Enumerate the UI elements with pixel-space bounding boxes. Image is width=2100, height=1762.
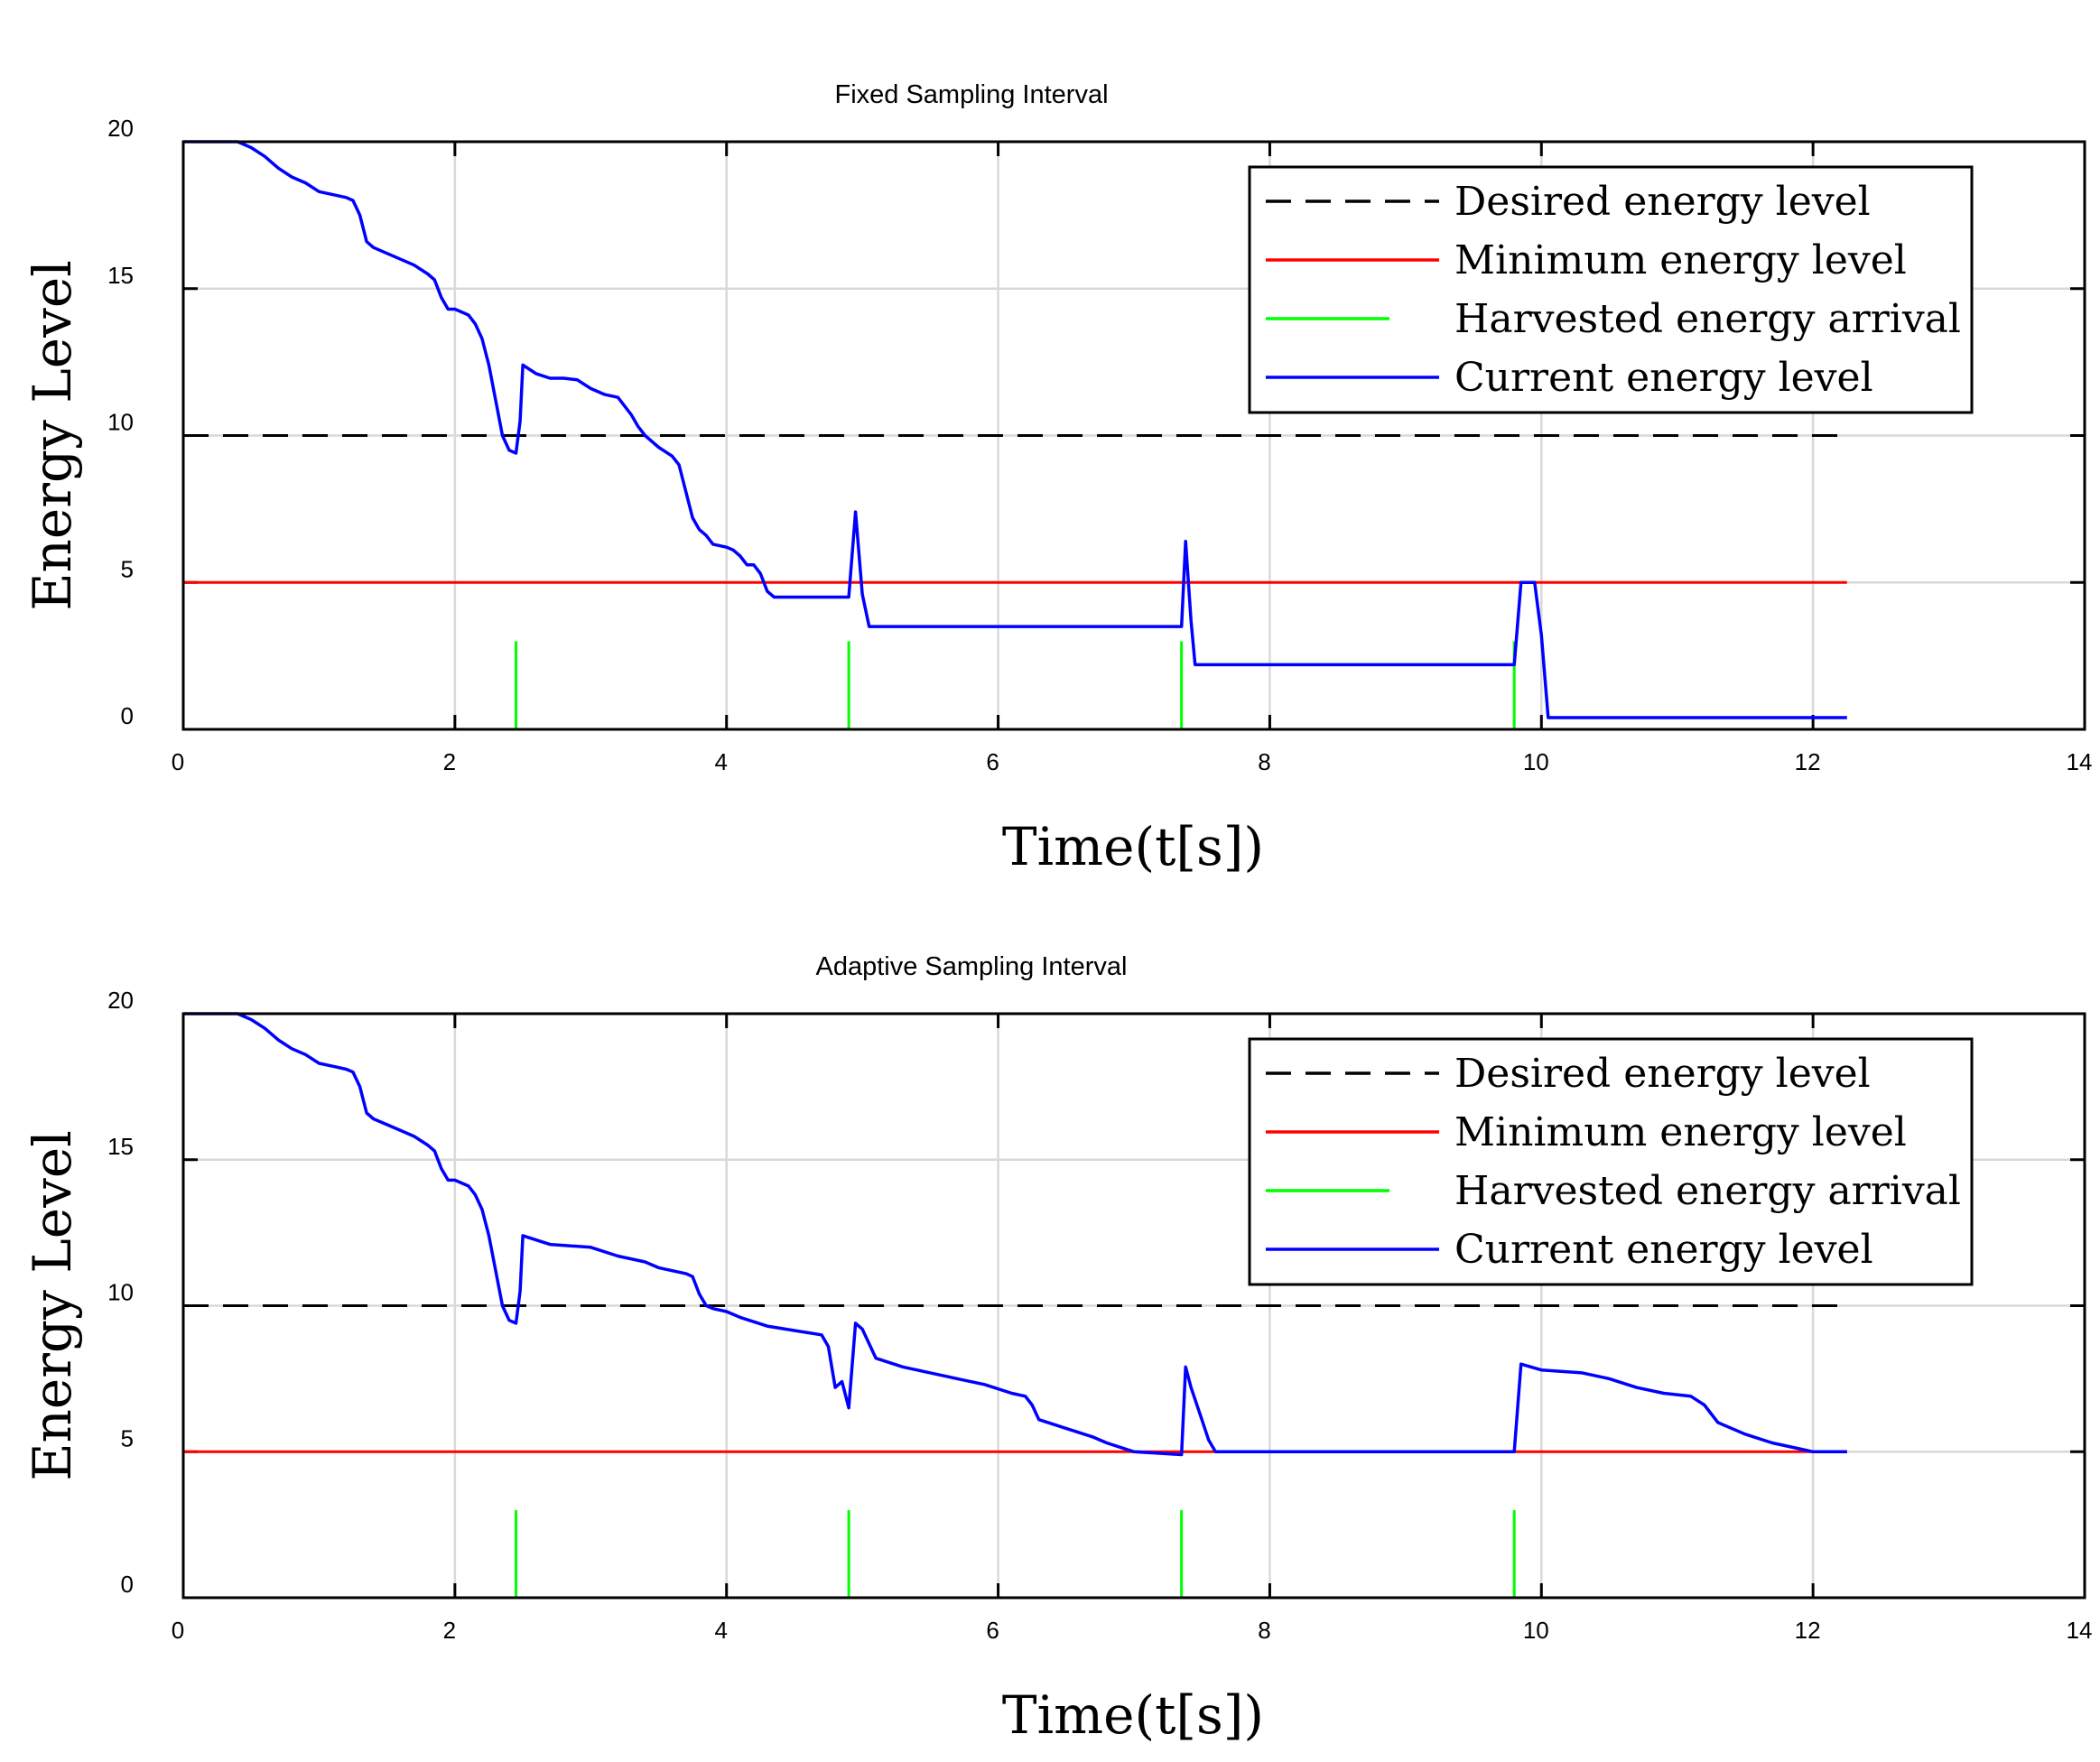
x-axis-label: Time(t[s])	[1002, 816, 1264, 877]
legend-label: Current energy level	[1454, 1227, 1873, 1273]
legend-label: Desired energy level	[1454, 179, 1871, 225]
x-tick-label: 2	[443, 748, 456, 775]
chart-panel-1: Fixed Sampling Interval 0 2 4 6 8 10 12 14 0 5 10 15…	[22, 80, 2092, 877]
x-tick-label: 4	[714, 748, 727, 775]
legend-label: Current energy level	[1454, 355, 1873, 401]
y-tick-label: 20	[107, 987, 134, 1014]
x-tick-label: 8	[1258, 748, 1270, 775]
chart-title: Fixed Sampling Interval	[834, 80, 1108, 109]
x-tick-label: 0	[172, 1617, 184, 1644]
y-tick-label: 20	[107, 115, 134, 142]
x-tick-label: 4	[714, 1617, 727, 1644]
x-tick-label: 8	[1258, 1617, 1270, 1644]
y-tick-label: 15	[107, 262, 134, 289]
y-tick-label: 5	[121, 1424, 134, 1451]
y-tick-label: 0	[121, 702, 134, 729]
x-tick-label: 12	[1795, 1617, 1821, 1644]
x-tick-label: 10	[1523, 748, 1549, 775]
y-axis-label: Energy Level	[22, 1130, 83, 1481]
legend-box	[1248, 165, 1974, 414]
x-tick-label: 6	[986, 1617, 999, 1644]
chart-panel-2: Adaptive Sampling Interval 0 2 4 6 8 10 12 14 0 5 1…	[22, 952, 2092, 1746]
y-tick-label: 5	[121, 555, 134, 582]
legend-label: Desired energy level	[1454, 1051, 1871, 1097]
legend: Desired energy level Minimum energy level…	[1248, 1037, 1974, 1286]
y-tick-label: 15	[107, 1133, 134, 1160]
x-tick-label: 14	[2067, 1617, 2093, 1644]
x-tick-label: 14	[2067, 748, 2093, 775]
x-tick-label: 10	[1523, 1617, 1549, 1644]
legend: Desired energy level Minimum energy level…	[1248, 165, 1974, 414]
legend-label: Minimum energy level	[1454, 237, 1907, 283]
legend-box	[1248, 1037, 1974, 1286]
x-axis-label: Time(t[s])	[1002, 1684, 1264, 1746]
x-tick-label: 12	[1795, 748, 1821, 775]
current-energy-line	[183, 1012, 1847, 1457]
x-tick-label: 2	[443, 1617, 456, 1644]
legend-label: Harvested energy arrival	[1454, 296, 1961, 342]
y-axis-label: Energy Level	[22, 260, 83, 611]
y-tick-label: 10	[107, 1279, 134, 1306]
legend-label: Harvested energy arrival	[1454, 1168, 1961, 1214]
y-tick-label: 10	[107, 409, 134, 436]
chart-title: Adaptive Sampling Interval	[816, 952, 1128, 981]
y-tick-label: 0	[121, 1571, 134, 1598]
axes-frame	[181, 140, 2086, 731]
x-tick-label: 0	[172, 748, 184, 775]
x-tick-label: 6	[986, 748, 999, 775]
legend-label: Minimum energy level	[1454, 1109, 1907, 1155]
current-energy-line	[183, 140, 1847, 719]
axes-frame	[181, 1012, 2086, 1600]
